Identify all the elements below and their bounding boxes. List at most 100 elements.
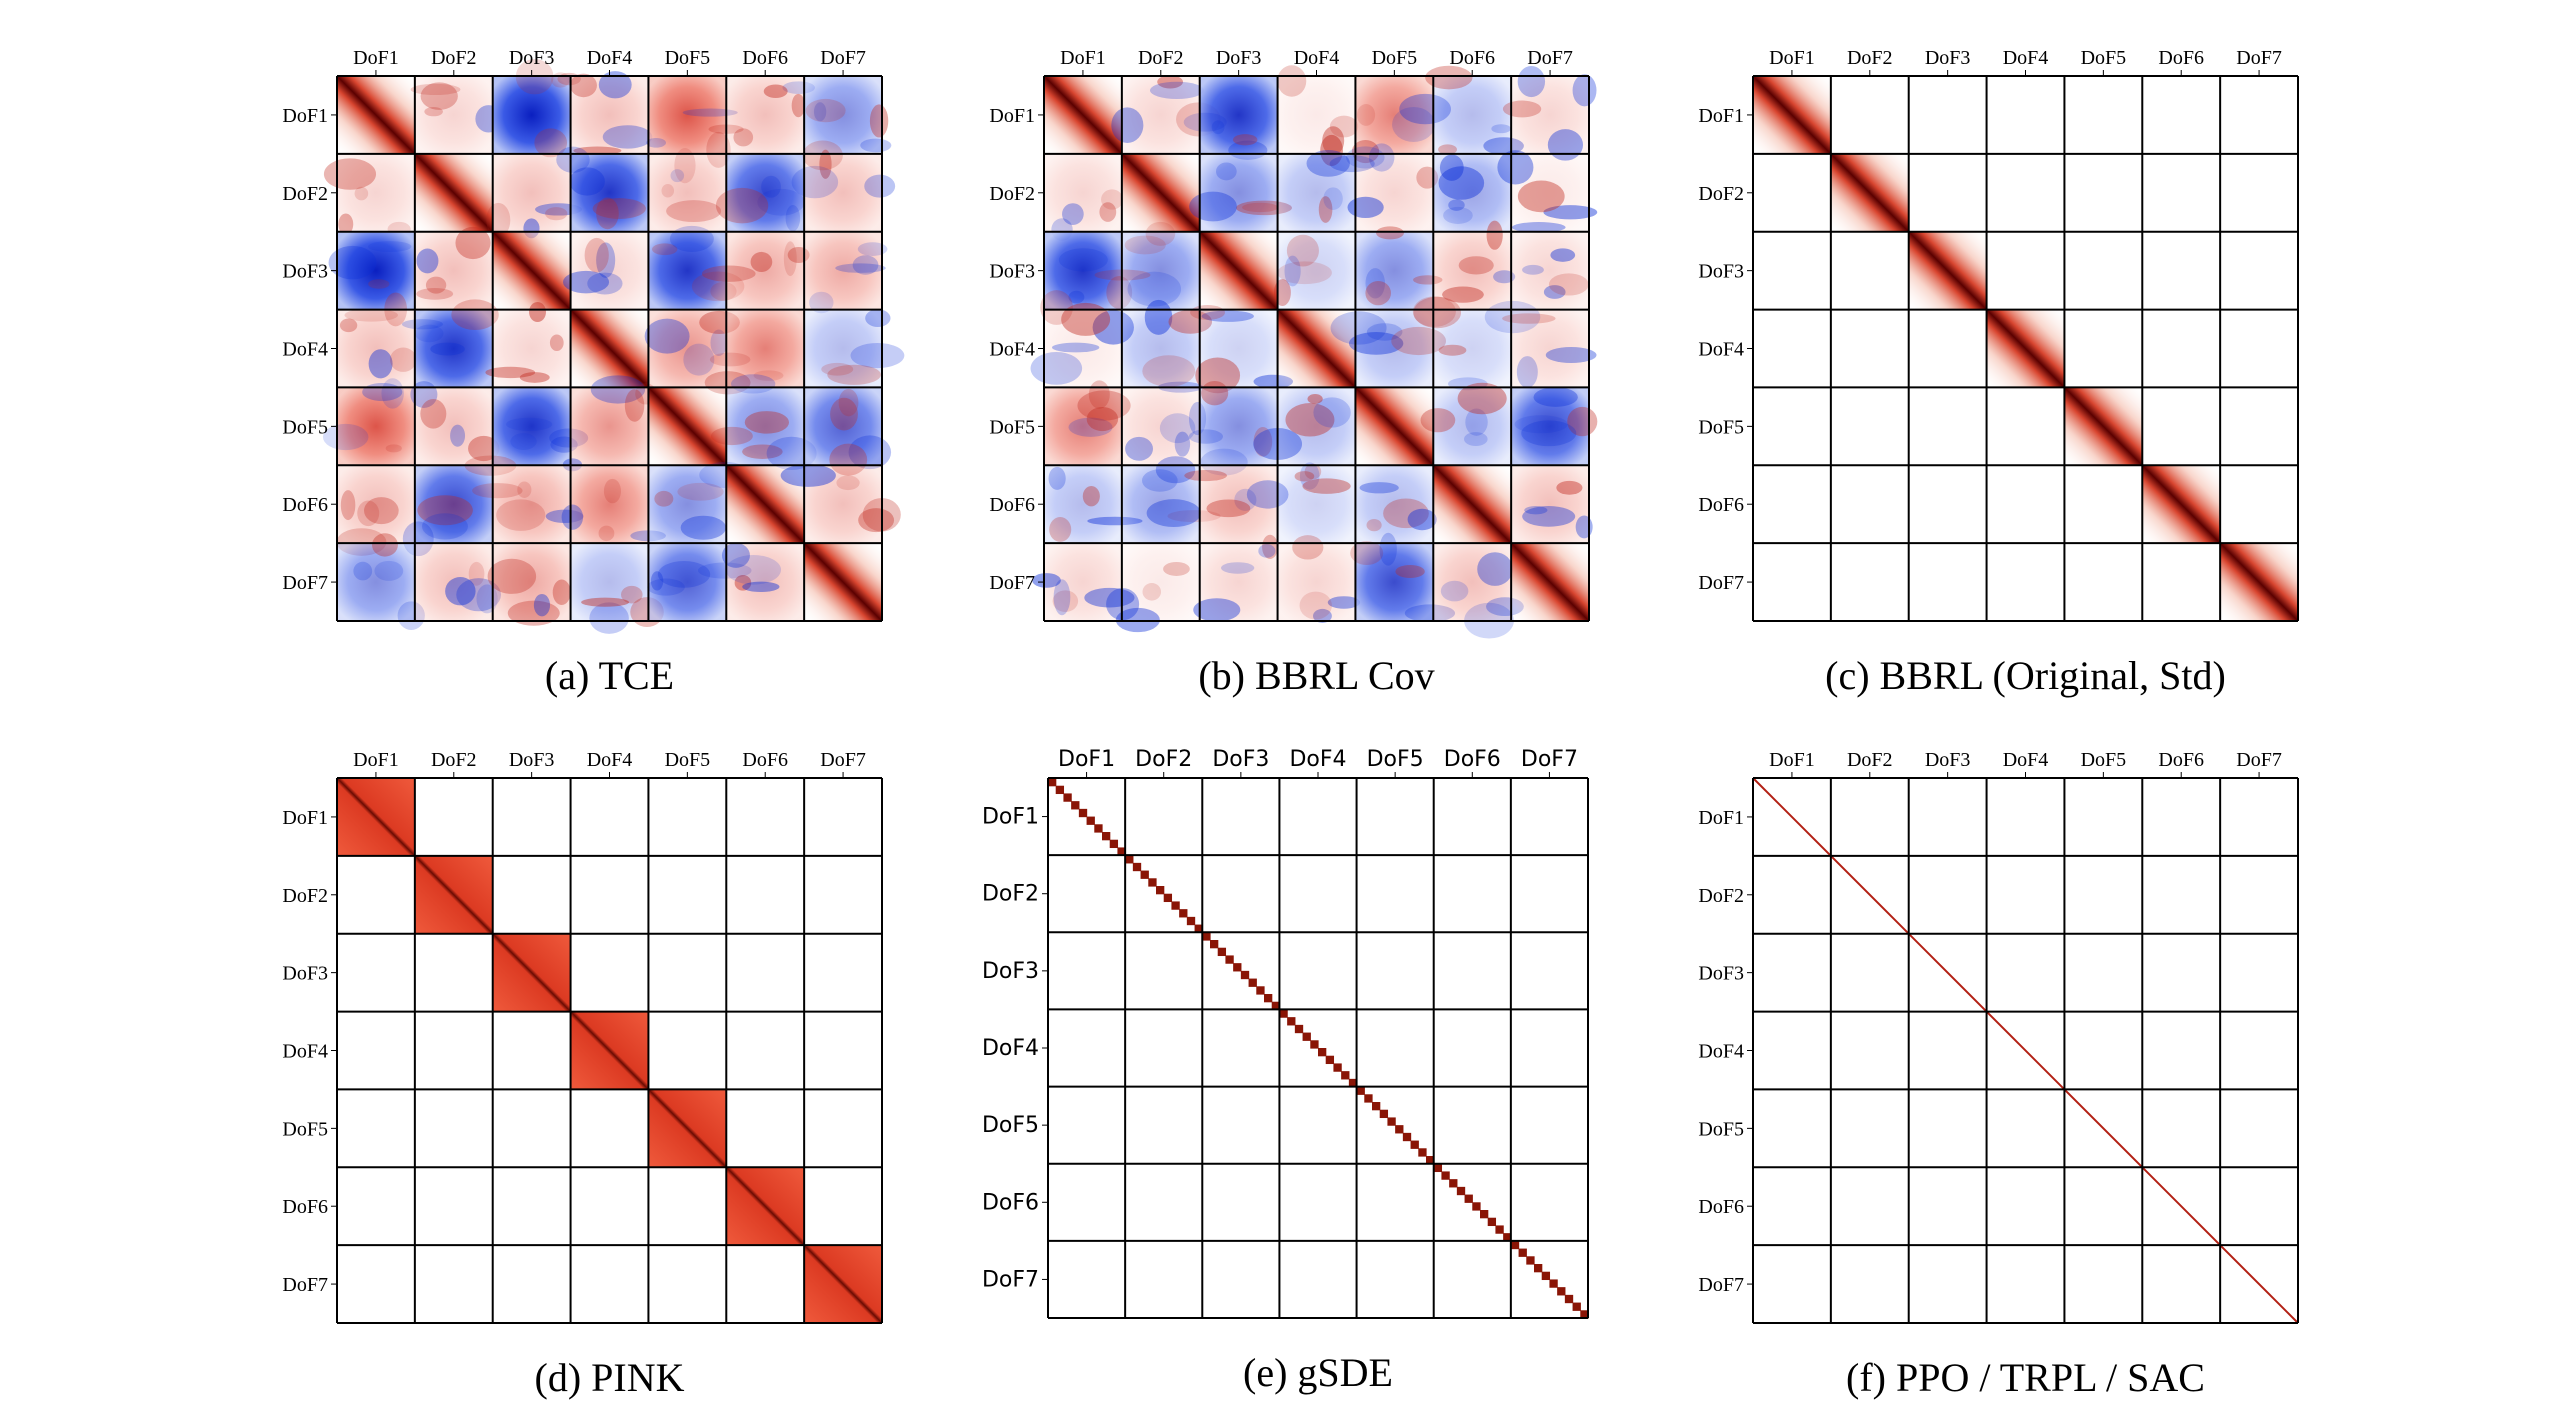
y-tick-label: DoF4 (282, 339, 328, 361)
y-tick-label: DoF5 (1698, 1118, 1744, 1140)
heatmap-cell (570, 1011, 649, 1090)
diagonal-step (1557, 1287, 1566, 1296)
diagonal-step (1171, 901, 1180, 910)
heatmap-cell (1511, 387, 1598, 466)
y-tick-label: DoF6 (1698, 1196, 1744, 1218)
diagonal-step (1186, 916, 1196, 926)
heatmap-cell (485, 302, 571, 388)
diagonal-step (1572, 1302, 1581, 1311)
x-tick-label: DoF3 (509, 749, 555, 771)
y-tick-label: DoF2 (1698, 183, 1744, 205)
heatmap-cell (492, 58, 581, 158)
y-tick-label: DoF3 (989, 261, 1035, 283)
heatmap-cell (570, 71, 653, 155)
heatmap-cell (337, 308, 417, 388)
heatmap-cell (721, 542, 805, 621)
y-tick-label: DoF7 (1698, 572, 1744, 594)
diagonal-steps (1048, 778, 1589, 1319)
x-tick-label: DoF5 (665, 749, 711, 771)
heatmap-cell (1355, 226, 1443, 310)
heatmap-cell (804, 76, 892, 154)
heatmap-cell (472, 465, 584, 544)
heatmap-cell (563, 231, 649, 310)
diagonal-step (1564, 1294, 1574, 1304)
diagonal-step (1441, 1171, 1450, 1180)
x-tick-label: DoF7 (1521, 747, 1578, 772)
heatmap-cell (328, 231, 415, 327)
heatmap-cell (1753, 76, 1831, 154)
heatmap-cell (1511, 543, 1589, 621)
x-tick-label: DoF6 (1449, 47, 1495, 69)
diagonal-step (1264, 994, 1273, 1003)
heatmap-cell (1121, 387, 1207, 466)
diagonal-step (1341, 1071, 1350, 1080)
heatmap-cell (414, 543, 502, 621)
x-tick-label: DoF3 (1212, 747, 1269, 772)
diagonal-step (1464, 1194, 1473, 1203)
heatmap-cell (1044, 380, 1131, 466)
heatmap-cell (1330, 309, 1446, 388)
x-tick-label: DoF5 (2081, 47, 2127, 69)
y-tick-label: DoF1 (982, 805, 1039, 830)
heatmap-cell (562, 375, 657, 472)
heatmap-cell (487, 543, 571, 626)
x-tick-label: DoF7 (820, 47, 866, 69)
y-tick-label: DoF5 (989, 416, 1035, 438)
y-tick-label: DoF7 (1698, 1274, 1744, 1296)
diagonal-step (1348, 1078, 1358, 1088)
x-tick-label: DoF5 (2081, 749, 2127, 771)
diagonal-step (1302, 1032, 1311, 1041)
x-tick-label: DoF3 (1216, 47, 1262, 69)
heatmap-cell (648, 1089, 727, 1168)
diagonal-step (1364, 1094, 1373, 1103)
heatmap-cell (1277, 150, 1375, 232)
y-tick-label: DoF4 (1698, 1041, 1744, 1063)
heatmap-cell (337, 76, 415, 154)
y-tick-label: DoF4 (282, 1041, 328, 1063)
diagonal-step (1541, 1271, 1551, 1281)
x-tick-label: DoF2 (431, 47, 477, 69)
x-tick-label: DoF1 (1769, 749, 1815, 771)
diagonal-step (1472, 1202, 1481, 1211)
y-tick-label: DoF3 (982, 959, 1039, 984)
diagonal-step (1094, 824, 1103, 833)
heatmap-cell (414, 855, 493, 934)
diagonal-step (1287, 1017, 1296, 1026)
y-tick-label: DoF5 (1698, 416, 1744, 438)
diagonal-step (1256, 986, 1265, 995)
diagonal-step (1063, 793, 1072, 802)
diagonal-step (1102, 832, 1111, 841)
diagonal-step (1333, 1063, 1342, 1072)
heatmap-cells (337, 778, 882, 1323)
x-tick-label: DoF6 (1444, 747, 1501, 772)
heatmap-cell (401, 299, 499, 388)
heatmap-cell (1277, 462, 1356, 544)
y-tick-label: DoF6 (1698, 494, 1744, 516)
y-tick-label: DoF7 (282, 1274, 328, 1296)
x-tick-label: DoF2 (1135, 747, 1192, 772)
heatmap-cell (2220, 543, 2298, 621)
diagonal-step (1580, 1310, 1589, 1319)
diagonal-step (1395, 1125, 1404, 1134)
x-tick-label: DoF4 (2003, 47, 2049, 69)
y-tick-label: DoF6 (989, 494, 1035, 516)
heatmap-cell (1121, 153, 1200, 232)
x-tick-label: DoF1 (1060, 47, 1106, 69)
heatmap-cell (492, 387, 589, 466)
x-tick-label: DoF7 (2236, 749, 2282, 771)
heatmap-cell (410, 381, 500, 466)
block-grid (336, 75, 883, 622)
heatmap-cell (1273, 231, 1356, 310)
x-tick-label: DoF6 (2158, 47, 2204, 69)
x-tick-label: DoF6 (742, 749, 788, 771)
heatmap-cell (646, 76, 744, 168)
heatmap-cell (337, 533, 425, 631)
y-tick-label: DoF3 (1698, 261, 1744, 283)
heatmap-cell (410, 76, 502, 154)
x-tick-label: DoF6 (2158, 749, 2204, 771)
diagonal-step (1055, 785, 1065, 795)
y-tick-label: DoF4 (982, 1036, 1039, 1061)
heatmap-cell (1502, 65, 1597, 161)
x-tick-label: DoF1 (353, 749, 399, 771)
y-tick-label: DoF1 (282, 105, 328, 127)
